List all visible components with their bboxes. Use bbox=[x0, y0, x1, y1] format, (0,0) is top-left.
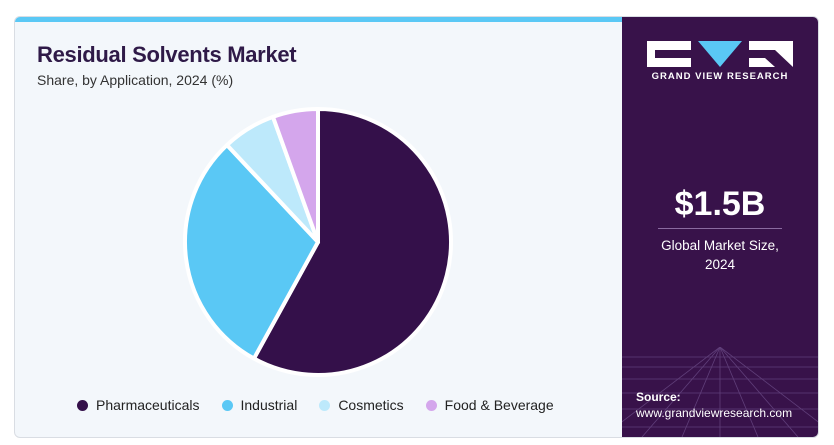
chart-title: Residual Solvents Market bbox=[37, 42, 297, 67]
legend-label: Industrial bbox=[240, 397, 298, 413]
pie-slice-food-beverage bbox=[270, 107, 320, 244]
pie-chart bbox=[183, 107, 453, 377]
chart-card: Residual Solvents Market Share, by Appli… bbox=[14, 16, 819, 438]
pie-slice-industrial bbox=[183, 143, 320, 361]
legend-swatch bbox=[221, 399, 233, 411]
legend-item-food-beverage: Food & Beverage bbox=[425, 397, 554, 413]
accent-bar bbox=[15, 17, 622, 22]
chart-panel: Residual Solvents Market Share, by Appli… bbox=[15, 22, 622, 437]
legend-swatch bbox=[77, 399, 88, 411]
market-size-label: Global Market Size, 2024 bbox=[622, 236, 818, 274]
divider bbox=[658, 228, 782, 229]
legend-swatch bbox=[425, 399, 437, 411]
market-size-label-line2: 2024 bbox=[704, 257, 736, 272]
source-url: www.grandviewresearch.com bbox=[636, 406, 793, 420]
brand-logo bbox=[647, 41, 793, 67]
brand-name: GRAND VIEW RESEARCH bbox=[651, 71, 789, 82]
legend-label: Cosmetics bbox=[338, 397, 404, 413]
legend-swatch bbox=[319, 399, 331, 411]
source-label: Source: bbox=[636, 390, 681, 404]
summary-panel: GRAND VIEW RESEARCH $1.5B Global Market … bbox=[622, 17, 818, 437]
grid-decoration bbox=[622, 347, 818, 437]
legend-item-industrial: Industrial bbox=[221, 397, 298, 413]
chart-legend: Pharmaceuticals Industrial Cosmetics Foo… bbox=[77, 397, 576, 413]
market-size-label-line1: Global Market Size, bbox=[661, 238, 779, 253]
pie-slice-pharmaceuticals bbox=[251, 107, 453, 377]
legend-item-pharmaceuticals: Pharmaceuticals bbox=[77, 397, 200, 413]
legend-label: Pharmaceuticals bbox=[96, 397, 200, 413]
market-size-value: $1.5B bbox=[674, 185, 766, 223]
legend-item-cosmetics: Cosmetics bbox=[319, 397, 404, 413]
chart-subtitle: Share, by Application, 2024 (%) bbox=[37, 72, 234, 88]
legend-label: Food & Beverage bbox=[444, 397, 554, 413]
